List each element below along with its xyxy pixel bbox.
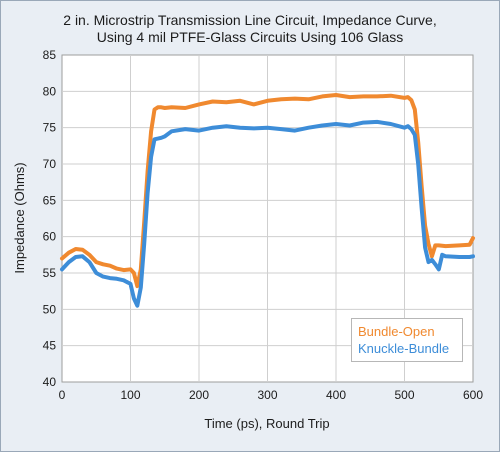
chart-title-line-2: Using 4 mil PTFE-Glass Circuits Using 10…: [96, 29, 404, 45]
legend-entry-knuckle-bundle: Knuckle-Bundle: [358, 341, 450, 356]
y-tick-label: 75: [43, 121, 57, 135]
y-tick-label: 40: [43, 375, 57, 389]
legend-entry-bundle-open: Bundle-Open: [358, 324, 435, 339]
y-axis-label: Impedance (Ohms): [12, 162, 27, 273]
y-tick-label: 50: [43, 302, 57, 316]
x-tick-label: 500: [394, 388, 414, 402]
x-tick-label: 400: [326, 388, 346, 402]
x-tick-label: 300: [257, 388, 277, 402]
x-tick-label: 600: [463, 388, 483, 402]
y-tick-label: 65: [43, 193, 57, 207]
y-tick-label: 45: [43, 339, 57, 353]
x-axis-label: Time (ps), Round Trip: [204, 416, 329, 431]
legend: Bundle-Open Knuckle-Bundle: [351, 318, 463, 362]
series-lines: [60, 93, 475, 308]
series-line-knuckle-bundle: [60, 119, 475, 308]
tick-labels: 40 45 50 55 60 65 70 75 80 85 0 100 200 300 400 500 600: [43, 48, 484, 402]
chart-title-line-1: 2 in. Microstrip Transmission Line Circu…: [63, 12, 437, 28]
y-tick-label: 80: [43, 84, 57, 98]
y-tick-label: 70: [43, 157, 57, 171]
x-tick-label: 100: [120, 388, 140, 402]
x-tick-label: 200: [189, 388, 209, 402]
y-tick-label: 60: [43, 230, 57, 244]
y-tick-label: 85: [43, 48, 57, 62]
y-tick-label: 55: [43, 266, 57, 280]
x-tick-label: 0: [59, 388, 66, 402]
